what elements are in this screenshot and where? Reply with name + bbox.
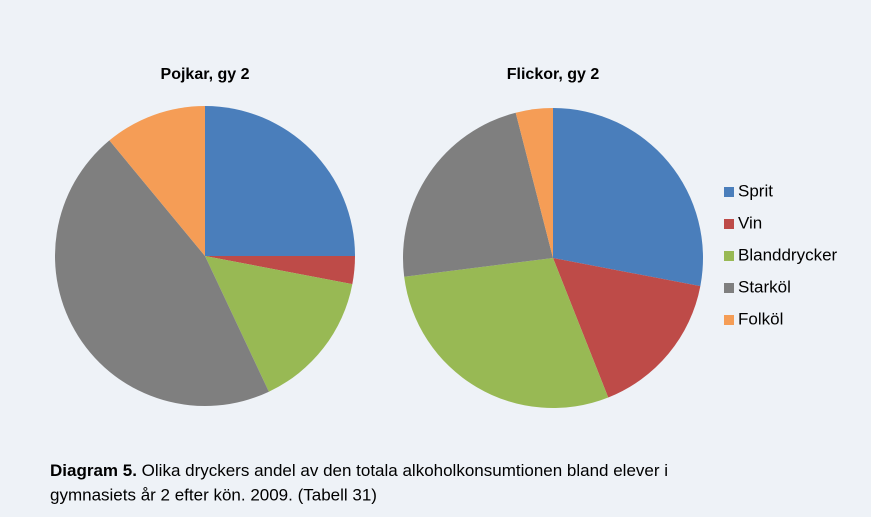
pie-slice [205,256,355,285]
pie-slice [553,258,701,398]
pie-slice [54,140,269,407]
pie-slice [109,106,205,256]
caption-label: Diagram 5. [50,461,137,480]
legend-swatch [724,219,734,229]
legend-label: Sprit [738,181,773,200]
pie-title: Flickor, gy 2 [507,66,600,83]
pie-slice [205,106,355,256]
legend-label: Starköl [738,277,791,296]
legend-label: Blanddrycker [738,245,838,264]
caption-line-2: gymnasiets år 2 efter kön. 2009. (Tabell… [50,485,377,504]
pie-slice [515,108,553,258]
legend-swatch [724,283,734,293]
legend-swatch [724,251,734,261]
pie-slice [403,112,553,277]
caption-text: Olika dryckers andel av den totala alkoh… [137,461,668,480]
pie-slice [404,258,609,408]
pie-slice [205,256,353,392]
legend-swatch [724,187,734,197]
caption: Diagram 5. Olika dryckers andel av den t… [50,461,668,480]
legend-label: Folköl [738,309,783,328]
pie-slice [553,108,704,287]
legend-label: Vin [738,213,762,232]
legend-swatch [724,315,734,325]
pie-title: Pojkar, gy 2 [161,66,250,83]
